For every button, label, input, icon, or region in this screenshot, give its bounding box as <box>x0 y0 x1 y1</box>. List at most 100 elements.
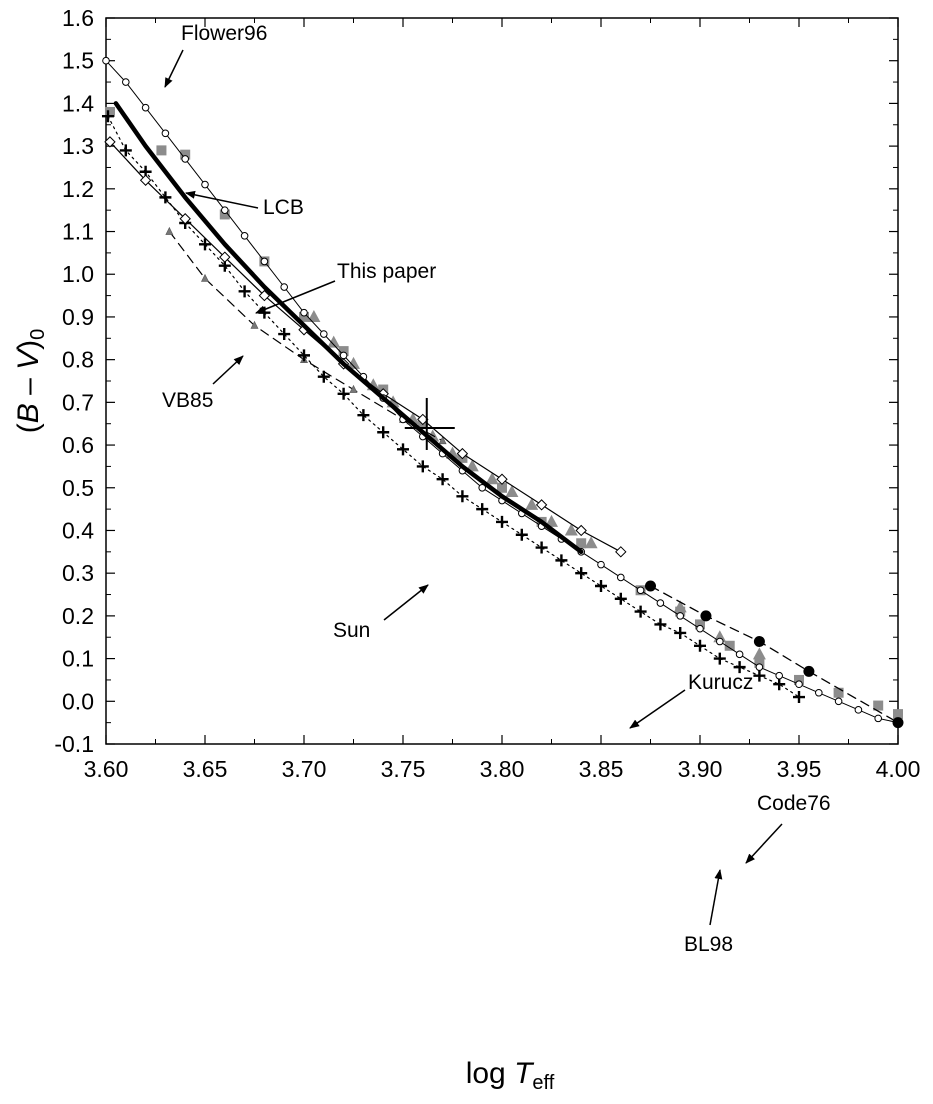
triangle-point <box>349 384 358 393</box>
diamond-point <box>456 447 469 460</box>
open-circle-point <box>201 180 209 189</box>
open-circle-point <box>320 330 328 338</box>
series-lcb <box>104 106 903 720</box>
filled-circle-point <box>700 610 712 622</box>
y-tick-label: 0.6 <box>62 432 94 458</box>
plus-point <box>436 473 449 486</box>
y-tick-label: 0.8 <box>62 347 94 373</box>
triangle-point <box>250 320 259 329</box>
open-circle-point <box>617 573 625 582</box>
diamond-point <box>139 174 152 186</box>
series-this-paper <box>113 101 584 555</box>
code76-label: Code76 <box>757 792 831 815</box>
square-point <box>219 209 230 220</box>
y-tick-label: 1.3 <box>62 133 94 159</box>
sun-label: Sun <box>333 619 370 642</box>
open-circle-point <box>854 706 863 714</box>
triangle-point <box>545 514 558 527</box>
square-point <box>497 482 507 493</box>
series-dwarfs <box>307 309 766 660</box>
open-circle-point <box>141 103 150 112</box>
open-circle-point <box>636 586 645 595</box>
filled-circle-point <box>892 717 904 729</box>
y-tick-labels: -0.1 0.0 0.1 0.2 0.3 0.4 0.5 0.6 0.7 0.8 0.9 1.0 1.1… <box>54 5 94 757</box>
series-layer <box>101 56 904 729</box>
square-point <box>299 311 309 322</box>
open-circle-point <box>260 257 269 266</box>
triangle-point <box>564 523 578 536</box>
plus-point <box>674 626 687 639</box>
open-circle-point <box>656 599 665 607</box>
plus-point <box>793 691 805 704</box>
plus-point <box>278 328 291 341</box>
bl98-arrow <box>709 869 723 926</box>
plus-point <box>397 443 409 456</box>
triangle-point <box>201 273 209 282</box>
y-tick-label: 1.2 <box>62 176 94 202</box>
series-kurucz <box>104 136 627 558</box>
diamond-point <box>219 251 231 263</box>
triangle-point <box>307 309 321 322</box>
plus-point <box>654 618 667 631</box>
y-tick-label: 0.3 <box>62 560 94 586</box>
plus-point <box>713 652 726 665</box>
plus-point <box>317 370 330 383</box>
triangle-point <box>584 536 598 549</box>
plus-point <box>614 592 627 605</box>
triangle-point <box>347 356 360 369</box>
y-tick-label: 0.2 <box>62 603 94 629</box>
plus-point <box>753 669 766 682</box>
flower96-arrow <box>164 49 184 88</box>
plus-point <box>515 528 528 541</box>
series-line-kurucz <box>109 141 622 553</box>
lcb-label: LCB <box>263 196 304 219</box>
y-tick-label: 1.4 <box>62 90 94 116</box>
square-point <box>338 346 349 357</box>
plus-point <box>773 678 786 691</box>
plus-point <box>555 554 568 567</box>
y-tick-label: 0.7 <box>62 389 94 415</box>
open-circle-point <box>716 637 724 646</box>
this-paper-arrow <box>255 280 336 314</box>
diamond-point <box>575 524 587 537</box>
plus-point <box>476 503 489 516</box>
square-point <box>156 145 167 156</box>
open-circle-point <box>161 129 170 138</box>
x-tick-label: 3.85 <box>579 756 624 782</box>
plus-point <box>694 639 706 652</box>
x-tick-label: 4.00 <box>876 756 921 782</box>
x-tick-label: 3.80 <box>480 756 525 782</box>
square-point <box>104 106 115 117</box>
x-tick-labels: 3.60 3.65 3.70 3.75 3.80 3.85 3.90 3.95 4.00 <box>84 756 921 782</box>
square-point <box>695 619 705 630</box>
plus-point <box>119 144 132 157</box>
plot-frame <box>105 17 899 745</box>
y-tick-label: 1.1 <box>62 219 94 245</box>
vb85-arrow <box>212 355 244 385</box>
x-tick-label: 3.65 <box>183 756 228 782</box>
open-circle-point <box>755 663 764 671</box>
plus-point <box>733 661 746 674</box>
y-tick-label: 1.6 <box>62 5 94 31</box>
y-tick-label: 0.1 <box>62 646 94 672</box>
plus-point <box>456 490 469 503</box>
series-line-this-paper <box>113 101 584 555</box>
x-tick-label: 3.75 <box>381 756 426 782</box>
open-circle-point <box>221 206 229 214</box>
plus-point <box>535 541 548 554</box>
open-circle-point <box>102 56 110 65</box>
triangle-point <box>465 459 479 472</box>
y-tick-label: 0.5 <box>62 475 94 501</box>
series-line-flower96 <box>105 60 899 724</box>
open-circle-point <box>735 650 744 659</box>
plus-point <box>298 349 310 362</box>
plus-point <box>595 579 607 592</box>
triangle-point <box>752 647 766 660</box>
y-tick-label: 0.0 <box>62 688 94 714</box>
kurucz-arrow <box>629 689 686 729</box>
square-point <box>180 149 191 160</box>
bl98-label: BL98 <box>684 933 733 956</box>
x-tick-label: 3.95 <box>777 756 822 782</box>
